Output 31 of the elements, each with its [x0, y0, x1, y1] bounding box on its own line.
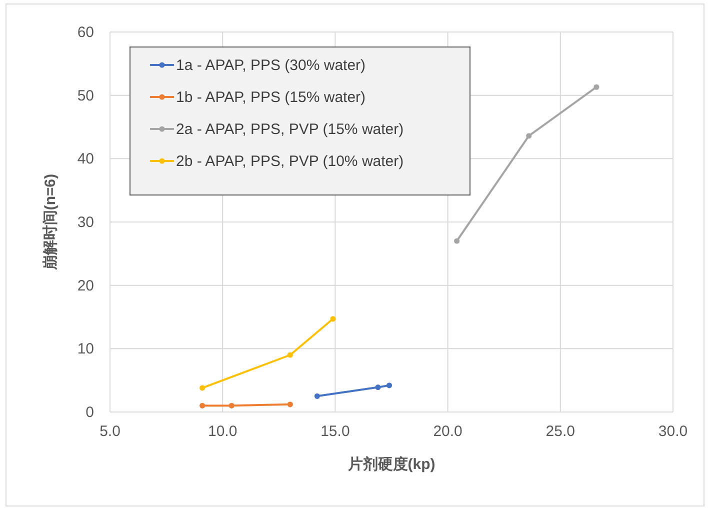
point	[228, 402, 234, 408]
point	[454, 238, 460, 244]
xtick: 20.0	[433, 423, 462, 440]
ytick: 10	[77, 340, 94, 358]
legend-label: 1b - APAP, PPS (15% water)	[176, 89, 366, 106]
xtick: 5.0	[100, 423, 120, 440]
legend-label: 2a - APAP, PPS, PVP (15% water)	[176, 121, 404, 138]
point	[330, 316, 336, 322]
point	[375, 384, 381, 390]
xtick: 15.0	[320, 423, 350, 440]
point	[200, 402, 206, 408]
xtick: 10.0	[208, 423, 238, 440]
ytick: 30	[77, 214, 94, 231]
point	[386, 382, 392, 388]
point	[200, 385, 206, 391]
x-axis-title: 片剂硬度(kp)	[346, 455, 436, 473]
point	[287, 402, 293, 408]
ytick: 50	[77, 87, 94, 104]
point	[287, 352, 293, 358]
point	[594, 84, 600, 90]
ytick: 20	[77, 277, 94, 294]
point	[526, 133, 532, 139]
ytick: 60	[77, 24, 94, 41]
point	[314, 393, 320, 399]
xtick: 25.0	[546, 423, 575, 440]
ytick: 40	[77, 150, 94, 168]
legend-label: 2b - APAP, PPS, PVP (10% water)	[176, 153, 404, 170]
xtick: 30.0	[658, 423, 688, 440]
y-axis-title: 崩解时间(n=6)	[42, 174, 59, 272]
ytick: 0	[86, 404, 94, 421]
legend-label: 1a - APAP, PPS (30% water)	[176, 57, 366, 74]
